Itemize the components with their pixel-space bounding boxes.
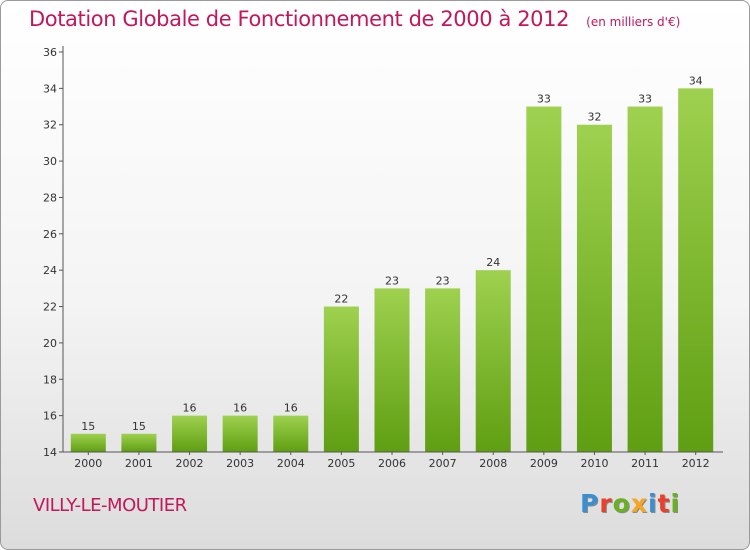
bar-2002 xyxy=(172,415,208,452)
bar-2003 xyxy=(222,415,258,452)
bar-2011 xyxy=(627,106,663,452)
bar-2001 xyxy=(121,433,157,452)
data-label-2008: 24 xyxy=(486,256,500,269)
x-tick-label-2007: 2007 xyxy=(429,457,457,470)
data-label-2003: 16 xyxy=(233,402,247,415)
data-label-2001: 15 xyxy=(132,420,146,433)
y-tick-label-36: 36 xyxy=(43,46,57,59)
bar-2012 xyxy=(678,88,714,452)
y-tick-label-22: 22 xyxy=(43,301,57,314)
data-label-2007: 23 xyxy=(436,274,450,287)
bar-2009 xyxy=(526,106,562,452)
bar-2008 xyxy=(475,270,511,452)
data-label-2011: 33 xyxy=(638,93,652,106)
x-tick-label-2011: 2011 xyxy=(631,457,659,470)
y-tick-label-34: 34 xyxy=(43,82,57,95)
y-tick-label-28: 28 xyxy=(43,191,57,204)
x-tick-label-2006: 2006 xyxy=(378,457,406,470)
x-tick-label-2012: 2012 xyxy=(682,457,710,470)
data-label-2012: 34 xyxy=(689,74,703,87)
x-tick-label-2002: 2002 xyxy=(176,457,204,470)
x-tick-label-2008: 2008 xyxy=(479,457,507,470)
title-row: Dotation Globale de Fonctionnement de 20… xyxy=(29,7,680,31)
x-tick-label-2000: 2000 xyxy=(74,457,102,470)
bars-layer: 15 15 16 16 16 22 23 23 24 33 32 33 34 xyxy=(70,74,714,453)
data-label-2000: 15 xyxy=(81,420,95,433)
commune-name: VILLY-LE-MOUTIER xyxy=(33,495,187,516)
y-tick-label-30: 30 xyxy=(43,155,57,168)
data-label-2005: 22 xyxy=(334,293,348,306)
y-tick-label-18: 18 xyxy=(43,373,57,386)
y-tick-label-20: 20 xyxy=(43,337,57,350)
data-label-2009: 33 xyxy=(537,93,551,106)
y-tick-label-24: 24 xyxy=(43,264,57,277)
chart-title: Dotation Globale de Fonctionnement de 20… xyxy=(29,7,570,31)
y-tick-label-32: 32 xyxy=(43,119,57,132)
proxiti-logo: Proxiti xyxy=(580,489,681,518)
x-tick-label-2009: 2009 xyxy=(530,457,558,470)
bar-2005 xyxy=(323,306,359,452)
bar-2010 xyxy=(576,124,612,453)
x-tick-label-2005: 2005 xyxy=(327,457,355,470)
data-label-2004: 16 xyxy=(284,402,298,415)
x-tick-label-2010: 2010 xyxy=(580,457,608,470)
bar-2004 xyxy=(273,415,309,452)
data-label-2002: 16 xyxy=(183,402,197,415)
data-label-2010: 32 xyxy=(587,111,601,124)
bar-2000 xyxy=(70,433,106,452)
y-tick-label-26: 26 xyxy=(43,228,57,241)
chart-subtitle: (en milliers d'€) xyxy=(586,15,681,29)
x-tick-label-2004: 2004 xyxy=(277,457,305,470)
bar-2006 xyxy=(374,288,410,452)
y-tick-label-14: 14 xyxy=(43,446,57,459)
bar-2007 xyxy=(425,288,461,452)
data-label-2006: 23 xyxy=(385,274,399,287)
axis-layer: 2000 2001 2002 2003 2004 2005 2006 2007 2008 2009… xyxy=(43,46,723,470)
y-tick-label-16: 16 xyxy=(43,410,57,423)
x-tick-label-2003: 2003 xyxy=(226,457,254,470)
x-tick-label-2001: 2001 xyxy=(125,457,153,470)
